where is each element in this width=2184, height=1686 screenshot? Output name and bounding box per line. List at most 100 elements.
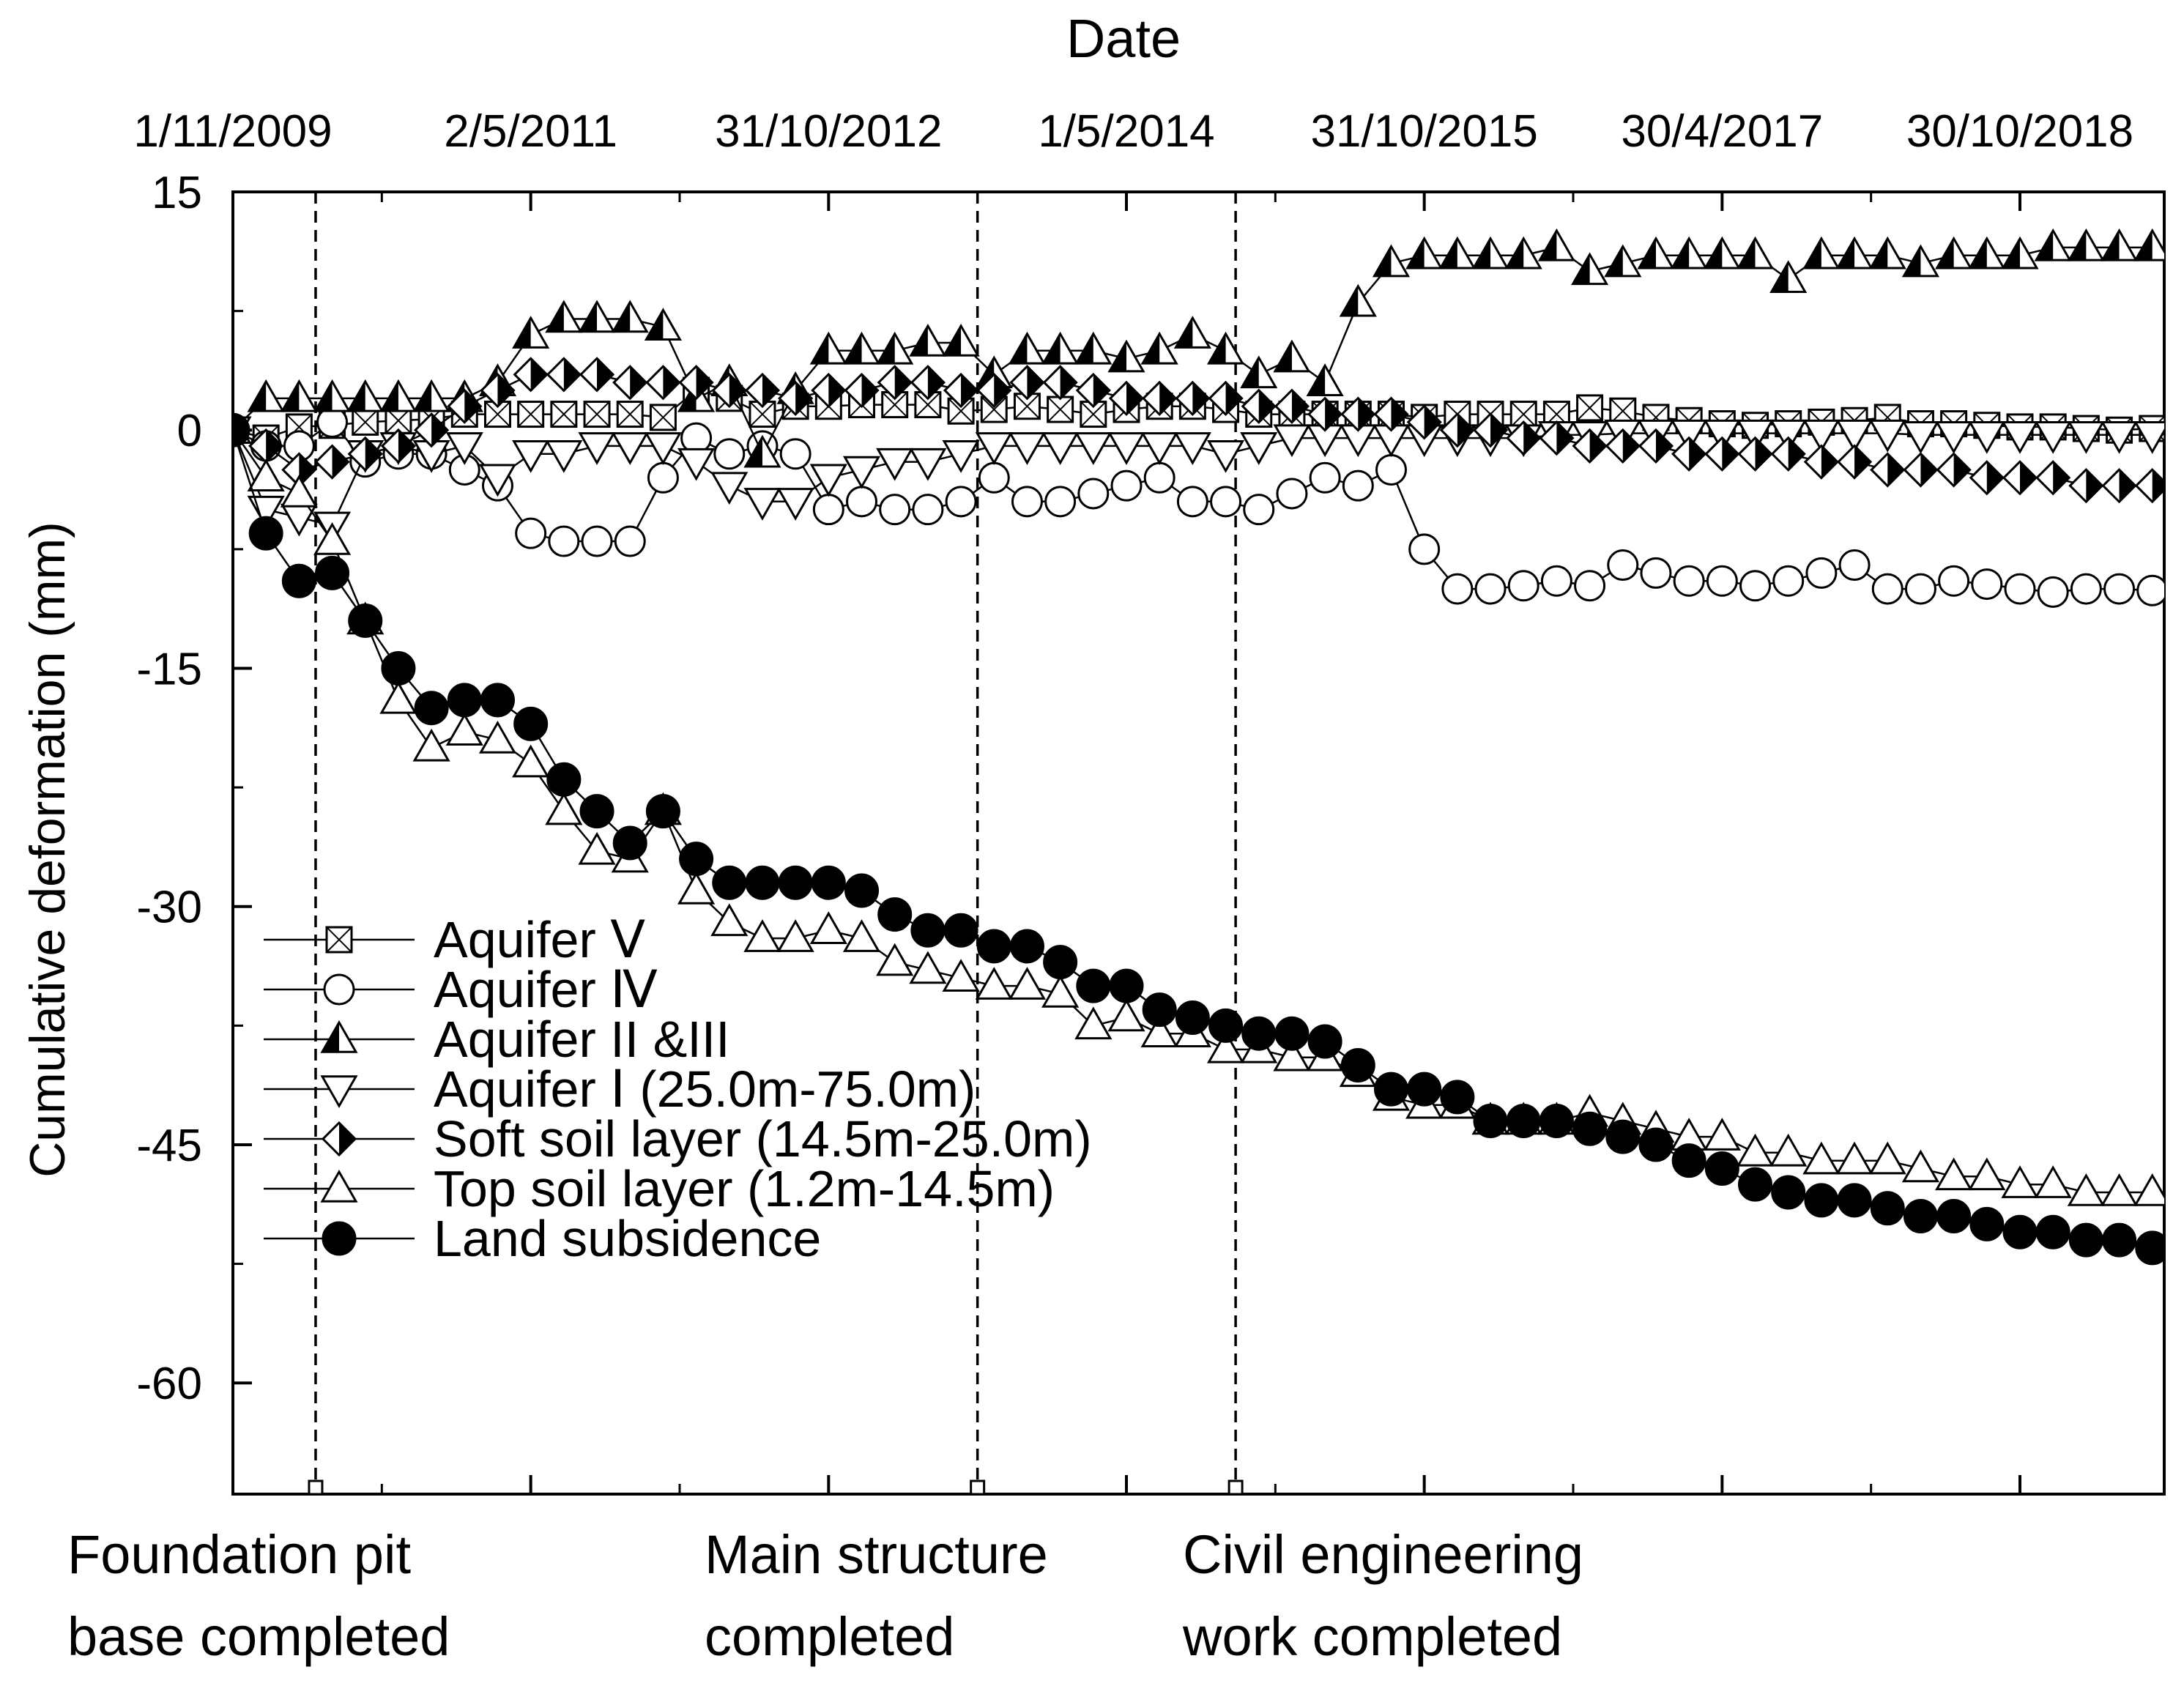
marker-fill xyxy=(2003,238,2020,268)
data-point xyxy=(710,472,749,505)
data-point xyxy=(1838,549,1871,582)
marker-fill xyxy=(1854,445,1871,478)
data-point xyxy=(1240,355,1278,389)
data-point xyxy=(1440,1080,1475,1115)
data-point xyxy=(546,357,582,393)
marker-fill xyxy=(1110,341,1126,371)
data-point xyxy=(978,461,1010,494)
marker-fill xyxy=(729,374,746,407)
marker-fill xyxy=(1474,238,1491,268)
marker-fill xyxy=(1192,382,1209,415)
data-point xyxy=(1075,372,1111,409)
data-point xyxy=(1901,244,1940,278)
data-point xyxy=(1638,428,1674,464)
data-point xyxy=(2169,478,2184,510)
marker-cross xyxy=(484,401,511,428)
data-point xyxy=(1173,316,1211,349)
marker-fill xyxy=(1407,238,1425,268)
data-point xyxy=(644,432,682,465)
data-point xyxy=(1273,424,1311,458)
marker-fill xyxy=(1274,341,1292,371)
data-point xyxy=(776,919,814,952)
marker-cross xyxy=(881,391,908,418)
x-date-tick-label: 31/10/2012 xyxy=(715,106,942,157)
data-point xyxy=(2001,420,2039,454)
data-point xyxy=(1009,365,1045,401)
data-point xyxy=(779,438,811,470)
event-label-line1: Foundation pit xyxy=(67,1524,411,1585)
marker-cross xyxy=(352,409,379,436)
data-point xyxy=(2034,1165,2072,1198)
data-point xyxy=(1904,573,1936,605)
marker-fill xyxy=(1159,382,1176,415)
data-point xyxy=(445,713,483,746)
x-date-tick-label: 1/5/2014 xyxy=(1038,106,1214,157)
marker-fill xyxy=(1391,398,1408,431)
marker-cross xyxy=(551,401,577,428)
data-point xyxy=(2100,228,2139,261)
marker-fill xyxy=(1457,414,1474,447)
data-point xyxy=(1938,565,1970,597)
marker-fill xyxy=(696,366,713,399)
data-point xyxy=(2133,420,2164,454)
data-point xyxy=(975,967,1013,1000)
data-point xyxy=(912,494,944,526)
marker-fill xyxy=(1672,238,1690,268)
data-point xyxy=(513,357,549,393)
marker-cross xyxy=(326,926,352,953)
data-point xyxy=(1671,436,1707,472)
data-point xyxy=(1074,331,1113,365)
marker-fill xyxy=(994,374,1011,407)
marker-outline xyxy=(2169,231,2184,260)
data-point xyxy=(1506,420,1542,456)
data-point xyxy=(2100,1173,2139,1206)
marker-fill xyxy=(365,437,382,470)
data-point xyxy=(545,300,583,333)
data-point xyxy=(809,911,847,945)
marker-fill xyxy=(216,413,233,442)
data-point xyxy=(1439,412,1475,448)
data-point xyxy=(1142,992,1177,1028)
marker-fill xyxy=(513,318,531,348)
marker-fill xyxy=(1705,238,1723,268)
data-point xyxy=(1274,388,1310,424)
marker-fill xyxy=(1374,246,1392,276)
data-point xyxy=(943,372,979,409)
data-point xyxy=(744,372,781,409)
marker-cross xyxy=(2173,416,2184,441)
y-tick-label: 0 xyxy=(177,406,202,456)
data-point xyxy=(2102,1222,2137,1258)
data-point xyxy=(809,331,847,365)
data-point xyxy=(1107,339,1145,373)
marker-fill xyxy=(1589,429,1606,462)
data-point xyxy=(1604,244,1642,278)
data-point xyxy=(1640,557,1672,589)
data-point xyxy=(1868,236,1906,270)
marker-fill xyxy=(877,333,895,364)
marker-fill xyxy=(1027,366,1044,399)
data-point xyxy=(1408,533,1441,565)
data-point xyxy=(1504,236,1542,270)
marker-cross xyxy=(617,401,643,428)
data-point xyxy=(1571,252,1609,286)
data-point xyxy=(1772,565,1805,597)
data-point xyxy=(811,372,847,409)
data-point xyxy=(1142,380,1178,416)
marker-fill xyxy=(597,358,614,391)
event-label-line1: Civil engineering xyxy=(1183,1524,1583,1585)
data-point xyxy=(2101,468,2137,504)
data-point xyxy=(1936,452,1972,488)
marker-cross xyxy=(1014,393,1041,420)
y-tick-label: -45 xyxy=(136,1121,202,1171)
data-point xyxy=(1373,1072,1408,1107)
data-point xyxy=(1405,236,1444,270)
data-point xyxy=(942,959,980,992)
data-point xyxy=(1210,486,1242,518)
data-point xyxy=(247,379,285,412)
data-point xyxy=(1243,494,1275,526)
marker-fill xyxy=(2169,231,2184,260)
data-point xyxy=(412,728,450,762)
data-point xyxy=(1110,469,1143,502)
marker-fill xyxy=(1175,318,1193,348)
legend-item: Soft soil layer (14.5m-25.0m) xyxy=(264,1110,1092,1167)
